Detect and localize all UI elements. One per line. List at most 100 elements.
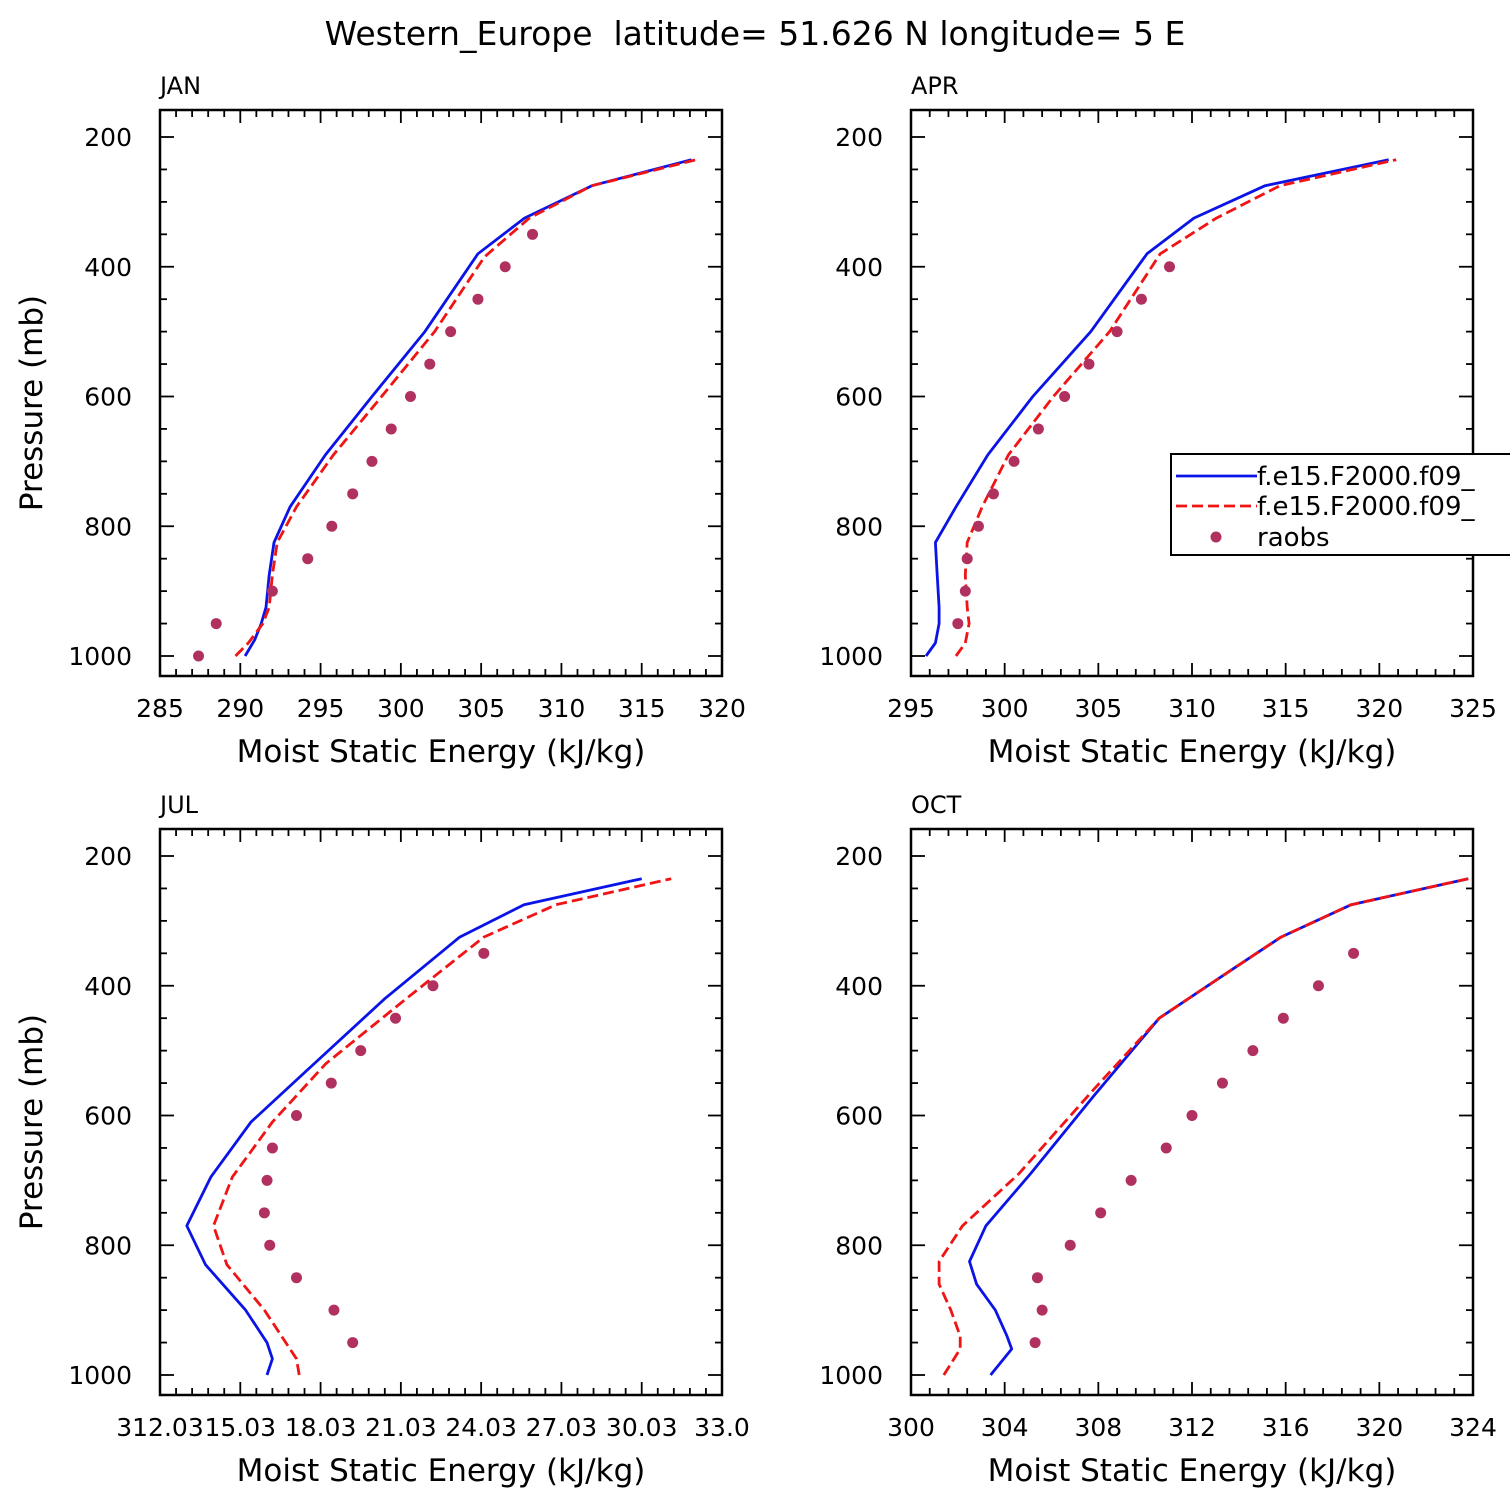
data-point bbox=[527, 228, 539, 240]
x-tick-label: 304 bbox=[981, 1413, 1029, 1442]
data-point bbox=[1031, 1272, 1043, 1284]
x-tick-label: 312.03 bbox=[116, 1413, 203, 1442]
data-point bbox=[1059, 391, 1071, 402]
data-point bbox=[1111, 326, 1123, 338]
data-point bbox=[1247, 1045, 1259, 1057]
data-point bbox=[347, 488, 359, 500]
data-point bbox=[445, 326, 457, 338]
x-tick-label: 310 bbox=[538, 694, 586, 723]
series-raobs-points bbox=[193, 228, 539, 662]
panel-jul: JUL 312.03 15.03 18.03 21.03 24.03 27.03 30.03 3… bbox=[14, 791, 750, 1489]
y-axis-label: Pressure (mb) bbox=[14, 1014, 50, 1230]
data-point bbox=[366, 455, 378, 467]
data-point bbox=[1348, 947, 1360, 959]
data-point bbox=[1216, 1077, 1228, 1089]
data-point bbox=[1008, 455, 1020, 467]
y-tick-label: 800 bbox=[835, 1231, 883, 1260]
x-axis-label: Moist Static Energy (kJ/kg) bbox=[988, 1453, 1397, 1489]
series-raobs-points bbox=[952, 261, 1176, 630]
data-point bbox=[258, 1207, 270, 1219]
series-line-solid bbox=[968, 877, 1469, 1376]
series-line-solid bbox=[924, 158, 1389, 657]
y-tick-label: 1000 bbox=[819, 642, 883, 671]
y-tick-label: 400 bbox=[84, 253, 132, 282]
y-tick-label: 800 bbox=[84, 1231, 132, 1260]
data-point bbox=[266, 1142, 278, 1154]
y-tick-label: 200 bbox=[835, 123, 883, 152]
data-point bbox=[1164, 261, 1176, 273]
series-line-solid bbox=[185, 877, 643, 1376]
y-tick-label: 200 bbox=[835, 842, 883, 871]
x-tick-label: 320 bbox=[1355, 1413, 1403, 1442]
data-point bbox=[261, 1174, 273, 1186]
series-line-dashed bbox=[212, 877, 672, 1376]
data-point bbox=[347, 1337, 359, 1349]
data-point bbox=[325, 1077, 337, 1089]
data-point bbox=[1160, 1142, 1172, 1154]
data-point bbox=[478, 947, 490, 959]
legend-label: f.e15.F2000.f09_ bbox=[1257, 492, 1475, 522]
panel-label: JUL bbox=[158, 791, 199, 819]
x-tick-label: 316 bbox=[1262, 1413, 1310, 1442]
data-point bbox=[959, 585, 971, 597]
data-point bbox=[326, 520, 338, 532]
data-point bbox=[1036, 1304, 1048, 1316]
plot-frame bbox=[158, 827, 724, 1397]
data-point bbox=[961, 553, 973, 565]
x-tick-label: 315 bbox=[1262, 694, 1310, 723]
x-tick-label: 285 bbox=[136, 694, 184, 723]
y-tick-label: 600 bbox=[835, 383, 883, 412]
x-tick-label: 312 bbox=[1168, 1413, 1216, 1442]
data-point bbox=[390, 1012, 402, 1024]
data-point bbox=[266, 585, 278, 597]
data-point bbox=[1312, 980, 1324, 992]
x-tick-label: 24.03 bbox=[445, 1413, 517, 1442]
x-tick-label: 18.03 bbox=[285, 1413, 357, 1442]
x-tick-label: 300 bbox=[887, 1413, 935, 1442]
series-raobs-points bbox=[258, 947, 490, 1349]
series-line-dashed bbox=[954, 158, 1397, 657]
x-tick-label: 21.03 bbox=[365, 1413, 437, 1442]
x-tick-label: 295 bbox=[297, 694, 345, 723]
panel-apr: APR 295 300 305 310 315 320 325 200 400 600 800 1000… bbox=[819, 72, 1496, 770]
data-point bbox=[952, 618, 964, 630]
x-tick-label: 310 bbox=[1168, 694, 1216, 723]
data-point bbox=[302, 553, 314, 565]
data-point bbox=[424, 358, 436, 370]
y-tick-label: 1000 bbox=[68, 1361, 132, 1390]
y-tick-label: 400 bbox=[835, 253, 883, 282]
x-tick-label: 324 bbox=[1449, 1413, 1497, 1442]
legend: f.e15.F2000.f09_f.e15.F2000.f09_raobs bbox=[1170, 453, 1510, 556]
data-point bbox=[210, 618, 222, 630]
plot-frame bbox=[909, 108, 1475, 678]
x-tick-label: 320 bbox=[1355, 694, 1403, 723]
legend-label: f.e15.F2000.f09_ bbox=[1257, 462, 1475, 492]
series-raobs-points bbox=[1029, 947, 1360, 1349]
y-tick-label: 800 bbox=[835, 512, 883, 541]
data-point bbox=[1064, 1239, 1076, 1251]
panel-label: OCT bbox=[911, 791, 962, 819]
data-point bbox=[1029, 1337, 1041, 1349]
figure-title: Western_Europe latitude= 51.626 N longit… bbox=[325, 14, 1186, 53]
data-point bbox=[290, 1110, 302, 1121]
x-tick-label: 33.0 bbox=[694, 1413, 750, 1442]
data-point bbox=[1095, 1207, 1107, 1219]
panel-label: JAN bbox=[158, 72, 201, 100]
x-axis-label: Moist Static Energy (kJ/kg) bbox=[988, 734, 1397, 770]
x-tick-label: 290 bbox=[216, 694, 264, 723]
x-tick-label: 315 bbox=[618, 694, 666, 723]
data-point bbox=[499, 261, 511, 273]
data-point bbox=[355, 1045, 367, 1057]
y-tick-label: 400 bbox=[84, 972, 132, 1001]
y-tick-label: 200 bbox=[84, 123, 132, 152]
x-tick-label: 305 bbox=[457, 694, 505, 723]
data-point bbox=[385, 423, 397, 435]
y-axis-label: Pressure (mb) bbox=[14, 295, 50, 511]
data-point bbox=[1277, 1012, 1289, 1024]
data-point bbox=[1125, 1174, 1137, 1186]
series-line-dashed bbox=[234, 158, 697, 657]
panel-oct: OCT 300 304 308 312 316 320 324 200 400 600 800 1000… bbox=[819, 791, 1496, 1489]
x-axis-label: Moist Static Energy (kJ/kg) bbox=[237, 1453, 646, 1489]
panel-label: APR bbox=[911, 72, 959, 100]
data-point bbox=[290, 1272, 302, 1284]
